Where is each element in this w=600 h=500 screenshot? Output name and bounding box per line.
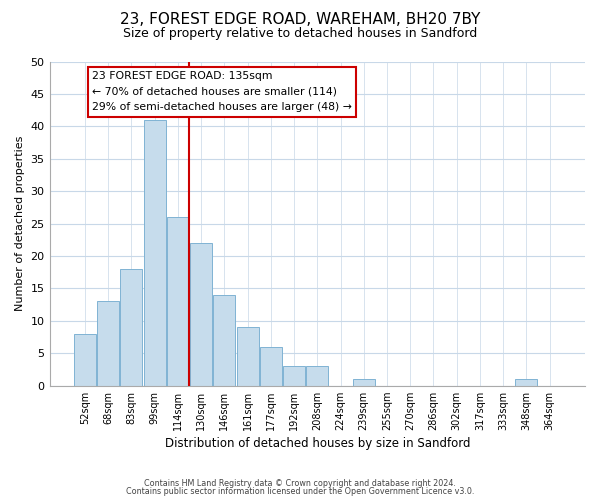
Bar <box>515 379 538 386</box>
Bar <box>74 334 96 386</box>
Bar <box>283 366 305 386</box>
Bar <box>190 243 212 386</box>
Text: Contains public sector information licensed under the Open Government Licence v3: Contains public sector information licen… <box>126 487 474 496</box>
Text: Contains HM Land Registry data © Crown copyright and database right 2024.: Contains HM Land Registry data © Crown c… <box>144 478 456 488</box>
Bar <box>167 217 189 386</box>
Bar <box>353 379 375 386</box>
X-axis label: Distribution of detached houses by size in Sandford: Distribution of detached houses by size … <box>164 437 470 450</box>
Text: 23, FOREST EDGE ROAD, WAREHAM, BH20 7BY: 23, FOREST EDGE ROAD, WAREHAM, BH20 7BY <box>120 12 480 28</box>
Bar <box>306 366 328 386</box>
Bar <box>260 347 282 386</box>
Text: 23 FOREST EDGE ROAD: 135sqm
← 70% of detached houses are smaller (114)
29% of se: 23 FOREST EDGE ROAD: 135sqm ← 70% of det… <box>92 71 352 112</box>
Bar <box>97 302 119 386</box>
Bar <box>143 120 166 386</box>
Bar <box>213 295 235 386</box>
Bar <box>236 328 259 386</box>
Text: Size of property relative to detached houses in Sandford: Size of property relative to detached ho… <box>123 28 477 40</box>
Bar <box>121 269 142 386</box>
Y-axis label: Number of detached properties: Number of detached properties <box>15 136 25 312</box>
